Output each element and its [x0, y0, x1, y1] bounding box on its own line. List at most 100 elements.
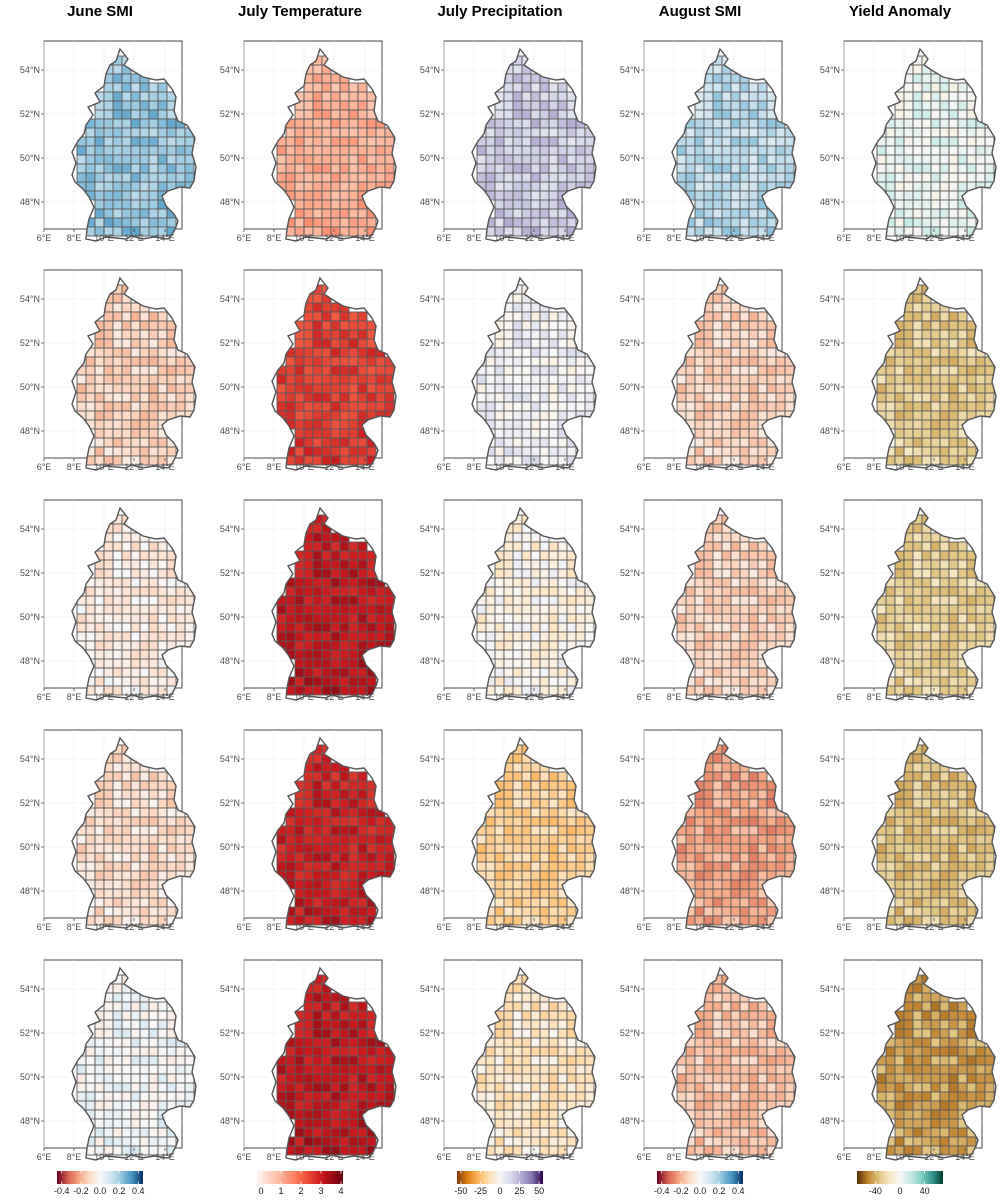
district-cell: [512, 595, 523, 606]
district-cell: [103, 127, 114, 138]
district-cell: [948, 658, 959, 669]
district-cell: [539, 852, 550, 863]
district-cell: [294, 1055, 305, 1066]
district-cell: [303, 374, 314, 385]
district-cell: [984, 163, 995, 174]
district-cell: [903, 338, 914, 349]
district-cell: [530, 181, 541, 192]
district-cell: [694, 154, 705, 165]
district-cell: [512, 676, 523, 687]
district-cell: [494, 1073, 505, 1084]
district-cell: [94, 604, 105, 615]
district-cell: [139, 771, 150, 782]
district-cells: [476, 974, 595, 1156]
district-cell: [730, 190, 741, 201]
district-cell: [330, 302, 341, 313]
x-tick-label: 6°E: [37, 233, 52, 243]
district-cell: [775, 163, 786, 174]
district-cell: [339, 311, 350, 322]
district-cell: [739, 595, 750, 606]
district-cell: [112, 915, 123, 926]
district-cell: [921, 437, 932, 448]
district-cell: [703, 410, 714, 421]
district-cell: [912, 82, 923, 93]
district-cell: [339, 437, 350, 448]
district-cell: [885, 365, 896, 376]
district-cell: [739, 613, 750, 624]
district-cell: [739, 834, 750, 845]
district-cell: [303, 154, 314, 165]
district-cell: [566, 365, 577, 376]
district-cell: [912, 217, 923, 228]
district-cell: [885, 613, 896, 624]
district-cell: [975, 604, 986, 615]
district-cell: [103, 410, 114, 421]
district-cell: [903, 807, 914, 818]
x-tick-label: 14°E: [155, 692, 175, 702]
district-cell: [157, 1136, 168, 1147]
district-cell: [303, 82, 314, 93]
district-cell: [294, 1073, 305, 1084]
district-cell: [339, 145, 350, 156]
district-cell: [121, 118, 132, 129]
district-cell: [130, 1100, 141, 1111]
district-cells: [476, 744, 595, 926]
x-tick-label: 14°E: [755, 462, 775, 472]
district-cell: [957, 834, 968, 845]
district-cell: [903, 392, 914, 403]
district-cell: [903, 798, 914, 809]
district-cell: [730, 338, 741, 349]
district-cell: [312, 789, 323, 800]
district-cell: [939, 622, 950, 633]
x-tick-label: 14°E: [555, 692, 575, 702]
district-cell: [694, 825, 705, 836]
district-cell: [948, 145, 959, 156]
district-cell: [548, 870, 559, 881]
district-cell: [921, 208, 932, 219]
district-cell: [584, 631, 595, 642]
district-cell: [157, 816, 168, 827]
district-cell: [748, 181, 759, 192]
district-cell: [930, 649, 941, 660]
district-cell: [912, 834, 923, 845]
district-cell: [539, 428, 550, 439]
district-cell: [748, 843, 759, 854]
district-cell: [939, 374, 950, 385]
district-cell: [85, 1064, 96, 1075]
district-cell: [330, 676, 341, 687]
district-cell: [557, 667, 568, 678]
district-cell: [503, 118, 514, 129]
district-cell: [112, 226, 123, 237]
district-cell: [366, 136, 377, 147]
district-cell: [939, 347, 950, 358]
district-cell: [139, 446, 150, 457]
district-cell: [530, 100, 541, 111]
district-cell: [103, 1019, 114, 1030]
district-cell: [712, 762, 723, 773]
district-cell: [712, 64, 723, 75]
district-cell: [557, 338, 568, 349]
y-tick-label: 48°N: [220, 1116, 240, 1126]
x-tick-label: 10°E: [894, 922, 914, 932]
district-cell: [348, 852, 359, 863]
district-cell: [339, 392, 350, 403]
district-cell: [321, 586, 332, 597]
district-cell: [130, 401, 141, 412]
district-cell: [739, 91, 750, 102]
district-cell: [712, 401, 723, 412]
district-cell: [494, 374, 505, 385]
district-cell: [530, 762, 541, 773]
district-cell: [757, 861, 768, 872]
district-cell: [321, 383, 332, 394]
district-cell: [357, 320, 368, 331]
district-cell: [694, 843, 705, 854]
district-cell: [339, 320, 350, 331]
district-cell: [130, 118, 141, 129]
district-cell: [966, 127, 977, 138]
district-cell: [485, 843, 496, 854]
district-cell: [503, 888, 514, 899]
district-cell: [103, 825, 114, 836]
district-cell: [157, 622, 168, 633]
district-cell: [121, 649, 132, 660]
district-cell: [685, 825, 696, 836]
